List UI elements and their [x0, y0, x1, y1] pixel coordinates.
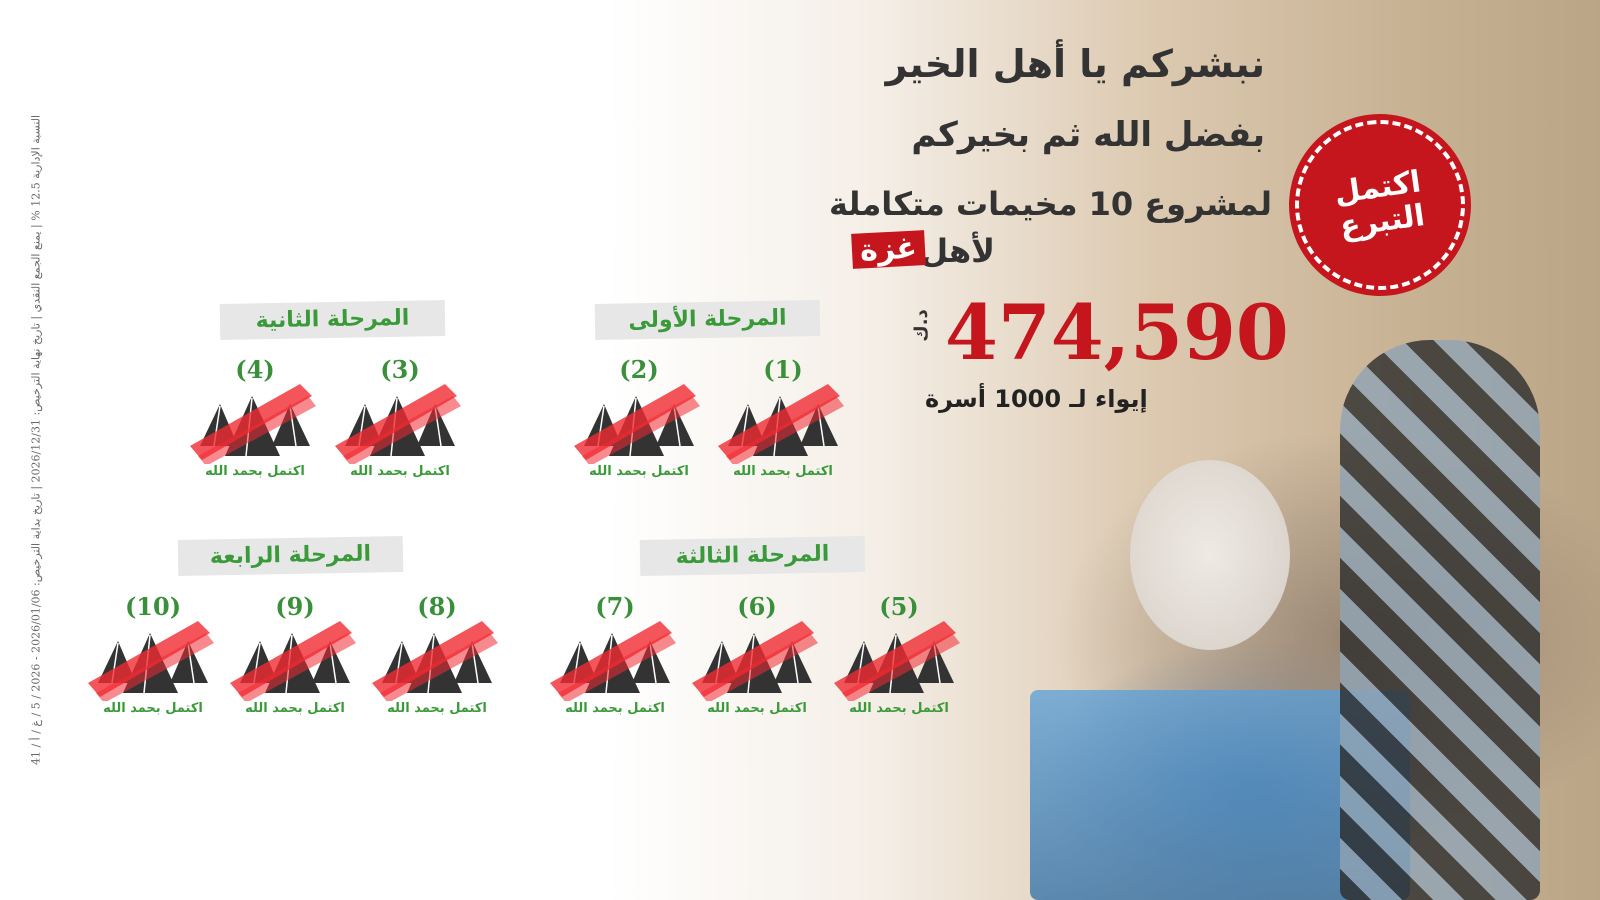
tents-crossed-icon	[834, 621, 960, 701]
camp-item: (10) اكتمل بحمد الله	[88, 592, 218, 716]
amount-value: 474,590	[945, 288, 1289, 377]
camp-item: (9) اكتمل بحمد الله	[230, 592, 360, 716]
camp-item: (5) اكتمل بحمد الله	[834, 592, 964, 716]
camp-item: (8) اكتمل بحمد الله	[372, 592, 502, 716]
tents-crossed-icon	[335, 384, 461, 464]
camp-status: اكتمل بحمد الله	[565, 701, 665, 716]
camp-number: (1)	[763, 355, 803, 384]
camp-number: (2)	[619, 355, 659, 384]
tents-crossed-icon	[692, 621, 818, 701]
camp-item: (4) اكتمل بحمد الله	[190, 355, 320, 479]
tents-crossed-icon	[230, 621, 356, 701]
families-label: إيواء لـ 1000 أسرة	[925, 385, 1148, 413]
camp-status: اكتمل بحمد الله	[707, 701, 807, 716]
camp-status: اكتمل بحمد الله	[733, 464, 833, 479]
phase-label: المرحلة الثانية	[219, 300, 446, 340]
camp-status: اكتمل بحمد الله	[245, 701, 345, 716]
tents-crossed-icon	[550, 621, 676, 701]
phase-label: المرحلة الرابعة	[177, 536, 404, 576]
camp-number: (7)	[595, 592, 635, 621]
tents-crossed-icon	[88, 621, 214, 701]
camp-item: (1) اكتمل بحمد الله	[718, 355, 848, 479]
camp-status: اكتمل بحمد الله	[387, 701, 487, 716]
photo-girl	[1340, 340, 1540, 900]
camp-item: (6) اكتمل بحمد الله	[692, 592, 822, 716]
photo-plush-toy	[1130, 460, 1290, 650]
camp-number: (10)	[124, 592, 182, 621]
gaza-badge: غزة	[851, 230, 926, 269]
headline-line1: نبشركم يا أهل الخير	[885, 42, 1265, 86]
tents-crossed-icon	[718, 384, 844, 464]
camp-item: (2) اكتمل بحمد الله	[574, 355, 704, 479]
headline-line2: بفضل الله ثم بخيركم	[911, 115, 1265, 155]
phase-label: المرحلة الثالثة	[639, 536, 866, 576]
headline-line3: لمشروع 10 مخيمات متكاملة	[829, 185, 1272, 223]
camp-status: اكتمل بحمد الله	[103, 701, 203, 716]
headline-line4: لأهل	[920, 232, 995, 270]
camp-number: (3)	[380, 355, 420, 384]
camp-status: اكتمل بحمد الله	[589, 464, 689, 479]
camp-number: (6)	[737, 592, 777, 621]
tents-crossed-icon	[574, 384, 700, 464]
phase-label: المرحلة الأولى	[594, 300, 821, 340]
camp-number: (9)	[275, 592, 315, 621]
camp-number: (4)	[235, 355, 275, 384]
camp-number: (5)	[879, 592, 919, 621]
camp-status: اكتمل بحمد الله	[205, 464, 305, 479]
camp-status: اكتمل بحمد الله	[849, 701, 949, 716]
license-text: النسبة الإدارية 12.5 % | يمنع الجمع النق…	[29, 114, 43, 766]
camp-item: (7) اكتمل بحمد الله	[550, 592, 680, 716]
tents-crossed-icon	[190, 384, 316, 464]
currency-label: د.ك	[910, 309, 932, 342]
tents-crossed-icon	[372, 621, 498, 701]
camp-number: (8)	[417, 592, 457, 621]
camp-item: (3) اكتمل بحمد الله	[335, 355, 465, 479]
camp-status: اكتمل بحمد الله	[350, 464, 450, 479]
